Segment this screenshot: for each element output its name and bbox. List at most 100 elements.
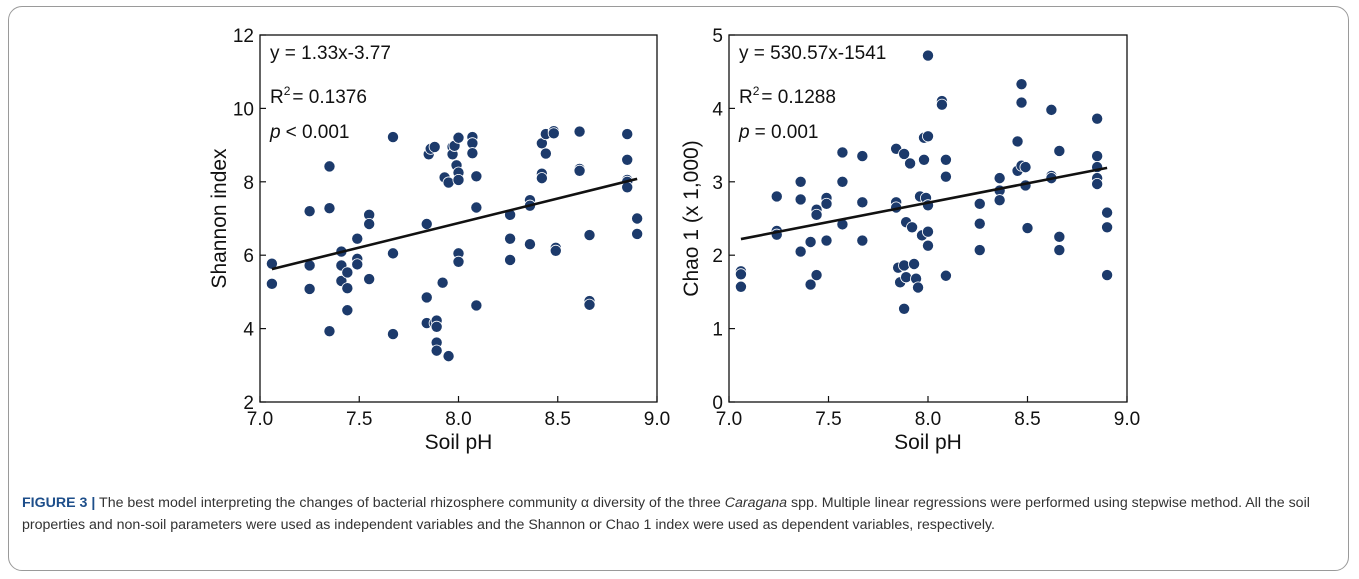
data-point [466, 147, 479, 160]
data-point [734, 280, 747, 293]
data-point [1101, 221, 1114, 234]
data-point [420, 291, 433, 304]
data-point [386, 131, 399, 144]
data-point [470, 170, 483, 183]
y-tick-label: 3 [712, 173, 723, 194]
data-point [1015, 78, 1028, 91]
data-point [922, 225, 935, 238]
y-tick-label: 4 [243, 320, 254, 341]
data-point [428, 140, 441, 153]
data-point [820, 197, 833, 210]
data-point [470, 299, 483, 312]
y-tick-label: 2 [712, 246, 723, 267]
r-squared-value: = 0.1376 [292, 87, 367, 108]
caption-italic-genus: Caragana [724, 495, 788, 511]
data-point [621, 128, 634, 141]
data-point [523, 238, 536, 251]
data-point [810, 208, 823, 221]
data-point [1011, 135, 1024, 148]
y-tick-label: 0 [712, 393, 723, 414]
data-point [265, 277, 278, 290]
data-point [935, 98, 948, 111]
data-point [856, 150, 869, 163]
data-point [549, 244, 562, 257]
p-value-annotation: p = 0.001 [738, 122, 819, 143]
data-point [323, 160, 336, 173]
data-point [386, 247, 399, 260]
data-point [898, 147, 911, 160]
data-point [856, 196, 869, 209]
x-axis-label: Soil pH [894, 431, 962, 454]
data-point [1045, 103, 1058, 116]
data-point [810, 269, 823, 282]
data-point [939, 269, 952, 282]
data-point [1019, 161, 1032, 174]
data-point [341, 282, 354, 295]
data-point [452, 131, 465, 144]
data-point [973, 217, 986, 230]
data-point [939, 170, 952, 183]
data-point [535, 172, 548, 185]
data-point [303, 205, 316, 218]
x-tick-label: 8.5 [545, 409, 571, 430]
r-squared-value: = 0.1288 [761, 87, 836, 108]
data-point [265, 257, 278, 270]
data-point [794, 175, 807, 188]
data-point [430, 320, 443, 333]
data-point [631, 227, 644, 240]
p-value: = 0.001 [755, 122, 819, 143]
data-point [918, 153, 931, 166]
data-point [442, 176, 455, 189]
x-tick-label: 9.0 [644, 409, 670, 430]
y-tick-label: 2 [243, 393, 254, 414]
data-point [303, 282, 316, 295]
data-point [836, 175, 849, 188]
data-point [504, 253, 517, 266]
data-point [341, 304, 354, 317]
x-tick-label: 7.0 [247, 409, 273, 430]
data-point [973, 244, 986, 257]
data-point [323, 202, 336, 215]
data-point [908, 258, 921, 271]
regression-equation: y = 1.33x-3.77 [270, 43, 391, 64]
data-point [631, 212, 644, 225]
y-tick-label: 1 [712, 320, 723, 341]
data-point [906, 221, 919, 234]
p-value-annotation: p < 0.001 [269, 122, 350, 143]
data-point [1053, 144, 1066, 157]
data-point [770, 190, 783, 203]
p-symbol: p [269, 122, 281, 143]
x-tick-label: 8.0 [915, 409, 941, 430]
data-point [898, 302, 911, 315]
data-point [898, 259, 911, 272]
r-squared-superscript: 2 [753, 84, 760, 98]
data-point [922, 239, 935, 252]
r-squared-symbol: R [739, 87, 753, 108]
data-point [836, 146, 849, 159]
y-axis-label: Chao 1 (x 1,000) [680, 140, 703, 296]
data-point [922, 130, 935, 143]
data-point [1053, 230, 1066, 243]
r-squared-annotation: R2 = 0.1288 [739, 84, 836, 108]
data-point [804, 278, 817, 291]
data-point [436, 276, 449, 289]
figure-caption: FIGURE 3 | The best model interpreting t… [22, 492, 1332, 536]
data-point [794, 193, 807, 206]
data-point [547, 127, 560, 140]
data-point [939, 153, 952, 166]
data-point [363, 218, 376, 231]
caption-label: FIGURE 3 | [22, 495, 96, 511]
data-point [504, 232, 517, 245]
data-point [386, 328, 399, 341]
regression-equation: y = 530.57x-1541 [739, 43, 886, 64]
data-point [351, 258, 364, 271]
data-point [351, 232, 364, 245]
r-squared-annotation: R2 = 0.1376 [270, 84, 367, 108]
caption-text-after: spp. Multiple linear regressions were pe… [22, 495, 1310, 533]
data-point [856, 234, 869, 247]
data-point [1091, 112, 1104, 125]
x-tick-label: 7.5 [346, 409, 372, 430]
x-tick-label: 8.5 [1014, 409, 1040, 430]
data-point [323, 325, 336, 338]
